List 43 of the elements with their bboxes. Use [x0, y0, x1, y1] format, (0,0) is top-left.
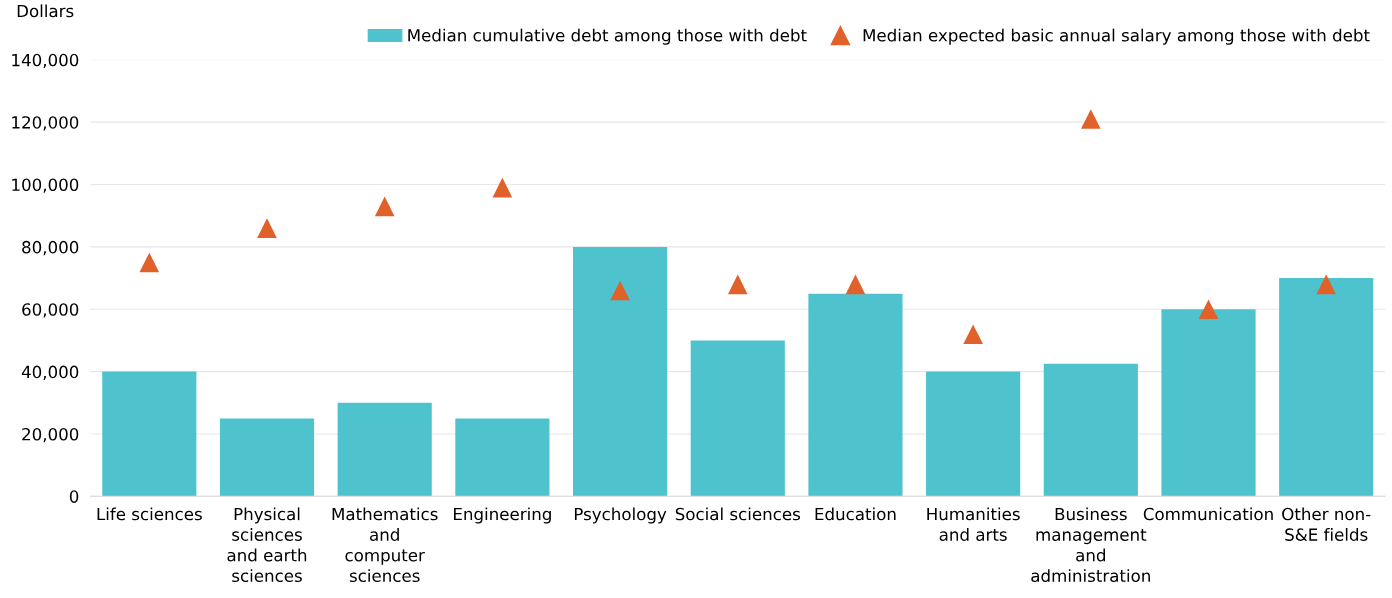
bar — [573, 246, 668, 497]
bar — [1161, 309, 1256, 497]
x-tick-label: Mathematics and computer sciences — [332, 507, 438, 583]
x-tick-label: Psychology — [574, 507, 667, 524]
bar — [690, 340, 785, 497]
point — [1081, 109, 1101, 129]
bar — [102, 371, 197, 497]
y-tick-label: 20,000 — [22, 427, 79, 443]
y-tick-label: 0 — [69, 490, 79, 503]
bar — [337, 402, 432, 497]
y-tick-label: 60,000 — [22, 303, 79, 318]
point — [610, 280, 630, 301]
y-tick-label: 100,000 — [12, 178, 79, 193]
point — [257, 218, 277, 238]
point — [1198, 299, 1219, 320]
x-tick-label: Communication — [1143, 507, 1273, 521]
bar — [1043, 363, 1138, 497]
bar — [808, 293, 903, 497]
x-tick-label: Engineering — [454, 507, 551, 524]
x-tick-label: Other non- S&E fields — [1282, 507, 1371, 541]
y-axis-title: Dollars — [17, 4, 74, 18]
x-tick-label: Education — [815, 507, 896, 521]
x-tick-label: Humanities and arts — [927, 507, 1020, 541]
y-tick-label: 140,000 — [12, 53, 79, 69]
x-tick-label: Social sciences — [675, 507, 800, 521]
bar — [219, 418, 315, 497]
point — [492, 177, 513, 198]
x-tick-label: Life sciences — [97, 507, 202, 521]
point — [139, 252, 160, 273]
point — [963, 324, 983, 345]
legend-label: Median cumulative debt among those with debt — [408, 28, 807, 45]
legend-label: Median expected basic annual salary among those with debt — [863, 28, 1370, 45]
point — [374, 196, 395, 217]
y-tick-label: 40,000 — [21, 365, 79, 380]
x-tick-label: Physical sciences and earth sciences — [227, 507, 307, 583]
y-tick-label: 80,000 — [22, 240, 79, 256]
point — [727, 274, 748, 295]
point — [1316, 274, 1337, 295]
bar — [455, 418, 550, 497]
bar — [1279, 278, 1374, 497]
point — [845, 274, 866, 295]
y-tick-label: 120,000 — [12, 116, 79, 131]
bar — [926, 371, 1021, 497]
